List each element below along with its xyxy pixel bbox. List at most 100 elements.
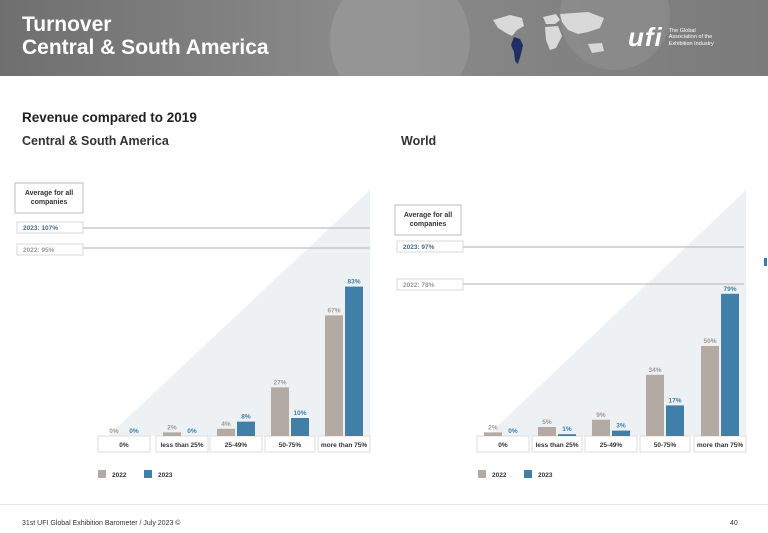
background-triangle — [108, 190, 370, 436]
x-tick-label: less than 25% — [161, 442, 204, 449]
banner-decoration — [330, 0, 470, 76]
data-label: 8% — [241, 414, 251, 421]
right-bar-chart: Average for all companies 2023: 97% 2022: 7… — [394, 190, 747, 479]
average-box-label: Average for all — [25, 190, 73, 197]
average-box — [14, 182, 84, 214]
data-label: 79% — [723, 286, 736, 293]
x-tick-label: less than 25% — [536, 442, 579, 449]
bar-2022 — [271, 387, 289, 436]
category-box — [584, 435, 638, 453]
x-tick-label: 50-75% — [279, 442, 302, 449]
bar-2022 — [325, 315, 343, 436]
footer-source: 31st UFI Global Exhibition Barometer / J… — [22, 520, 181, 527]
data-label: 27% — [273, 379, 286, 386]
reference-label-box — [396, 278, 464, 291]
reference-label-box — [16, 221, 84, 234]
x-tick-label: 50-75% — [654, 442, 677, 449]
bar-2022 — [484, 432, 502, 436]
legend-swatch — [98, 470, 106, 478]
data-label: 5% — [542, 419, 552, 426]
bar-2023 — [666, 405, 684, 436]
footer-divider — [0, 504, 768, 505]
page-title: Turnover Central & South America — [22, 13, 269, 59]
category-box — [531, 435, 583, 453]
bar-2022 — [217, 428, 235, 436]
bar-2023 — [237, 421, 255, 436]
page-number: 40 — [730, 520, 738, 527]
legend-label: 2023 — [538, 472, 553, 479]
data-label: 4% — [221, 421, 231, 428]
average-box-label: companies — [410, 221, 447, 228]
data-label: 0% — [187, 428, 197, 435]
data-label: 3% — [616, 423, 626, 430]
average-box-label: Average for all — [404, 212, 452, 219]
x-tick-label: 25-49% — [600, 442, 623, 449]
reference-label: 2023: 97% — [403, 244, 435, 251]
bar-2022 — [701, 346, 719, 436]
logo-wordmark: ufi — [628, 22, 663, 52]
bar-2022 — [163, 432, 181, 436]
legend-label: 2023 — [158, 472, 173, 479]
right-chart-heading: World — [401, 134, 437, 148]
category-box — [693, 435, 747, 453]
reference-label: 2022: 78% — [403, 282, 435, 289]
category-box — [97, 435, 151, 453]
data-label: 9% — [596, 412, 606, 419]
data-label: 17% — [668, 397, 681, 404]
data-label: 0% — [508, 428, 518, 435]
world-map-icon — [493, 12, 604, 64]
bar-2022 — [592, 419, 610, 436]
bar-2022 — [538, 427, 556, 436]
x-tick-label: 0% — [498, 442, 508, 449]
data-label: 1% — [562, 426, 572, 433]
header-banner: Turnover Central & South America ufi The… — [0, 0, 768, 76]
legend-swatch — [524, 470, 532, 478]
data-label: 50% — [703, 338, 716, 345]
logo-tagline: The Global Association of the Exhibition… — [669, 28, 714, 48]
reference-label: 2022: 95% — [23, 247, 55, 254]
bar-2022 — [646, 374, 664, 436]
data-label: 10% — [293, 410, 306, 417]
category-box — [155, 435, 209, 453]
legend-label: 2022 — [112, 472, 127, 479]
category-box — [209, 435, 263, 453]
legend-swatch — [478, 470, 486, 478]
category-box — [476, 435, 530, 453]
average-box-label: companies — [31, 199, 68, 206]
reference-label: 2023: 107% — [23, 225, 58, 232]
legend-label: 2022 — [492, 472, 507, 479]
bar-2023 — [345, 286, 363, 436]
legend-swatch — [144, 470, 152, 478]
x-tick-label: more than 75% — [697, 442, 743, 449]
x-tick-label: 25-49% — [225, 442, 248, 449]
data-label: 83% — [347, 279, 360, 286]
category-box — [317, 435, 371, 453]
reference-label-box — [396, 240, 464, 253]
logo-tagline-line: The Global — [668, 27, 696, 34]
data-label: 0% — [129, 428, 139, 435]
x-tick-label: more than 75% — [321, 442, 367, 449]
title-line-2: Central & South America — [22, 36, 269, 59]
left-chart-heading: Central & South America — [22, 134, 169, 148]
bar-2023 — [291, 418, 309, 436]
section-heading: Revenue compared to 2019 — [22, 110, 197, 125]
edge-marker — [764, 258, 767, 266]
data-label: 2% — [488, 424, 498, 431]
ufi-logo: ufi The Global Association of the Exhibi… — [628, 22, 714, 53]
data-label: 34% — [648, 367, 661, 374]
bar-2023 — [721, 293, 739, 436]
x-tick-label: 0% — [119, 442, 129, 449]
category-box — [639, 435, 691, 453]
logo-tagline-line: Exhibition Industry — [668, 40, 714, 47]
data-label: 2% — [167, 424, 177, 431]
data-label: 67% — [327, 307, 340, 314]
background-triangle — [487, 190, 746, 436]
bar-2023 — [612, 430, 630, 436]
left-bar-chart: Average for all companies 2023: 107% 2022: … — [14, 182, 371, 479]
bar-2023 — [558, 434, 576, 436]
data-label: 0% — [109, 428, 119, 435]
logo-tagline-line: Association of the — [668, 34, 713, 41]
category-box — [264, 435, 316, 453]
reference-label-box — [16, 243, 84, 256]
title-line-1: Turnover — [22, 13, 112, 36]
